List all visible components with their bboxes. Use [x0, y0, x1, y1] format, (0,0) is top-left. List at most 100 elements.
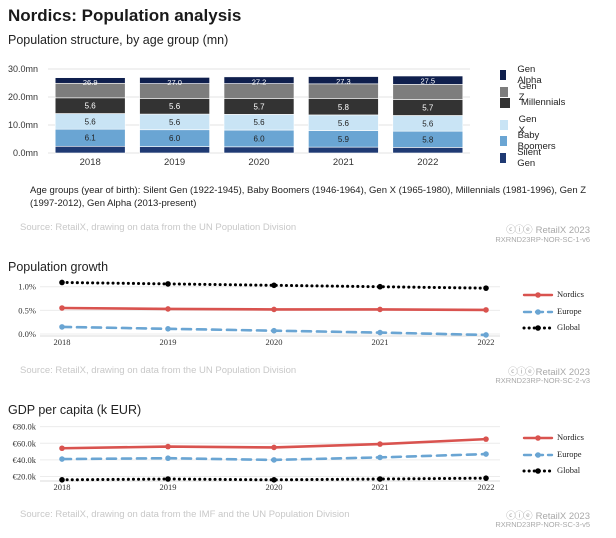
bar-value-label: 5.7	[253, 102, 265, 111]
data-point-global	[483, 285, 489, 291]
bar-value-label: 5.6	[338, 119, 350, 128]
bar-segment-silent-gen	[223, 146, 295, 154]
bar-value-label: 5.6	[253, 118, 265, 127]
series-line-global	[60, 476, 488, 482]
legend-label-europe: Europe	[557, 305, 582, 316]
data-point-europe	[271, 457, 277, 463]
data-point-europe	[165, 455, 171, 462]
y-tick-label: €60.0k	[13, 438, 37, 448]
bar-value-label: 5.6	[169, 102, 181, 111]
x-tick-label: 2018	[54, 482, 71, 492]
legend-swatch	[500, 70, 507, 80]
bar-segment-silent-gen	[54, 145, 126, 154]
legend-marker	[535, 451, 541, 458]
bar-segment-gen-alpha	[392, 75, 464, 85]
legend-item-gen-alpha: Gen Alpha	[500, 64, 545, 86]
data-point-nordics	[59, 445, 65, 452]
legend-label: Baby Boomers	[517, 130, 556, 153]
page-title: Nordics: Population analysis	[8, 6, 242, 25]
bar-total-label: 27.2	[252, 77, 267, 86]
legend-item-millennials: Millennials	[500, 97, 565, 108]
chart3-source: Source: RetailX, drawing on data from th…	[20, 509, 350, 520]
x-tick-label: 2022	[417, 157, 438, 168]
bar-segment-gen-alpha	[139, 77, 210, 84]
legend-line-nordics	[522, 292, 554, 298]
legend-swatch	[500, 119, 508, 130]
y-tick-label: €20.0k	[13, 472, 37, 482]
legend-line-nordics	[522, 435, 554, 441]
data-point-nordics	[377, 441, 383, 447]
legend-label-global: Global	[557, 465, 581, 475]
data-point-nordics	[377, 306, 383, 313]
y-tick-label: 0.0mn	[13, 148, 38, 158]
data-point-europe	[483, 332, 489, 338]
data-point-nordics	[483, 436, 489, 442]
bar-segment-silent-gen	[139, 146, 210, 154]
data-point-global	[377, 476, 383, 482]
chart2-code: RXRND23RP-NOR-SC-2-v3	[495, 376, 590, 385]
chart3-code: RXRND23RP-NOR-SC-3-v5	[495, 520, 590, 529]
bar-value-label: 6.1	[85, 134, 97, 143]
legend-marker	[535, 308, 541, 315]
data-point-nordics	[483, 307, 489, 313]
legend-swatch	[500, 136, 507, 147]
bar-value-label: 5.8	[422, 135, 434, 144]
x-tick-label: 2019	[160, 337, 177, 347]
bar-total-label: 26.9	[83, 78, 98, 87]
chart2-brand-text: RetailX 2023	[535, 367, 590, 378]
legend-swatch	[500, 153, 507, 163]
bar-value-label: 5.7	[422, 104, 434, 113]
y-tick-label: €40.0k	[13, 455, 37, 465]
legend-label: Gen Alpha	[517, 64, 542, 86]
chart1-brand: ⓒⓘⓔ RetailX 2023	[506, 222, 590, 236]
data-point-europe	[59, 456, 65, 462]
legend-marker	[535, 435, 541, 441]
data-point-europe	[377, 454, 383, 461]
bar-value-label: 5.9	[338, 135, 350, 144]
chart2-brand: ⓒⓘⓔ RetailX 2023	[508, 364, 590, 378]
bar-segment-gen-alpha	[54, 77, 126, 84]
data-point-global	[483, 475, 489, 481]
legend-item-gen-z: Gen Z	[500, 81, 539, 103]
y-tick-label: 20.0mn	[8, 92, 38, 102]
legend-line-europe	[522, 308, 554, 315]
y-tick-label: 30.0mn	[8, 64, 38, 74]
legend-label: Gen Z	[518, 80, 537, 103]
bar-value-label: 5.6	[169, 118, 181, 127]
data-point-europe	[271, 327, 277, 334]
legend-line-global	[522, 325, 554, 331]
bar-value-label: 5.6	[422, 119, 434, 128]
x-tick-label: 2018	[54, 337, 71, 347]
legend-line-europe	[522, 451, 554, 458]
legend-item-silent-gen: Silent Gen	[500, 147, 545, 169]
x-tick-label: 2022	[478, 337, 495, 347]
stacked-bar-chart: 0.0mn 10.0mn 20.0mn 30.0mn 6.1 5.6 5.6 26.9 2018…	[8, 64, 470, 168]
data-point-nordics	[271, 444, 277, 451]
x-tick-label: 2021	[372, 482, 389, 492]
bar-value-label: 6.0	[169, 134, 181, 143]
data-point-global	[59, 477, 65, 483]
legend-label: Silent Gen	[517, 147, 541, 169]
data-point-europe	[483, 451, 489, 457]
bar-segment-gen-alpha	[308, 76, 379, 85]
x-tick-label: 2019	[164, 157, 185, 168]
legend-label-europe: Europe	[557, 448, 582, 459]
bar-total-label: 27.0	[167, 78, 182, 87]
bar-segment-silent-gen	[392, 147, 464, 154]
legend-label-global: Global	[557, 322, 581, 332]
chart1-brand-text: RetailX 2023	[535, 225, 590, 236]
legend-line-global	[522, 468, 554, 474]
cc-license-icon: ⓒⓘⓔ	[506, 511, 532, 522]
chart3-brand-text: RetailX 2023	[535, 511, 590, 522]
legend-swatch	[500, 86, 508, 97]
data-point-europe	[377, 329, 383, 336]
y-tick-label: 1.0%	[18, 282, 36, 292]
data-point-global	[165, 281, 171, 287]
x-tick-label: 2020	[266, 482, 283, 492]
legend-swatch	[500, 97, 510, 108]
cc-license-icon: ⓒⓘⓔ	[508, 367, 534, 378]
bar-segment-silent-gen	[308, 146, 379, 154]
data-point-global	[271, 282, 277, 289]
chart2-title: Population growth	[8, 260, 109, 274]
chart1-source: Source: RetailX, drawing on data from th…	[20, 222, 297, 233]
